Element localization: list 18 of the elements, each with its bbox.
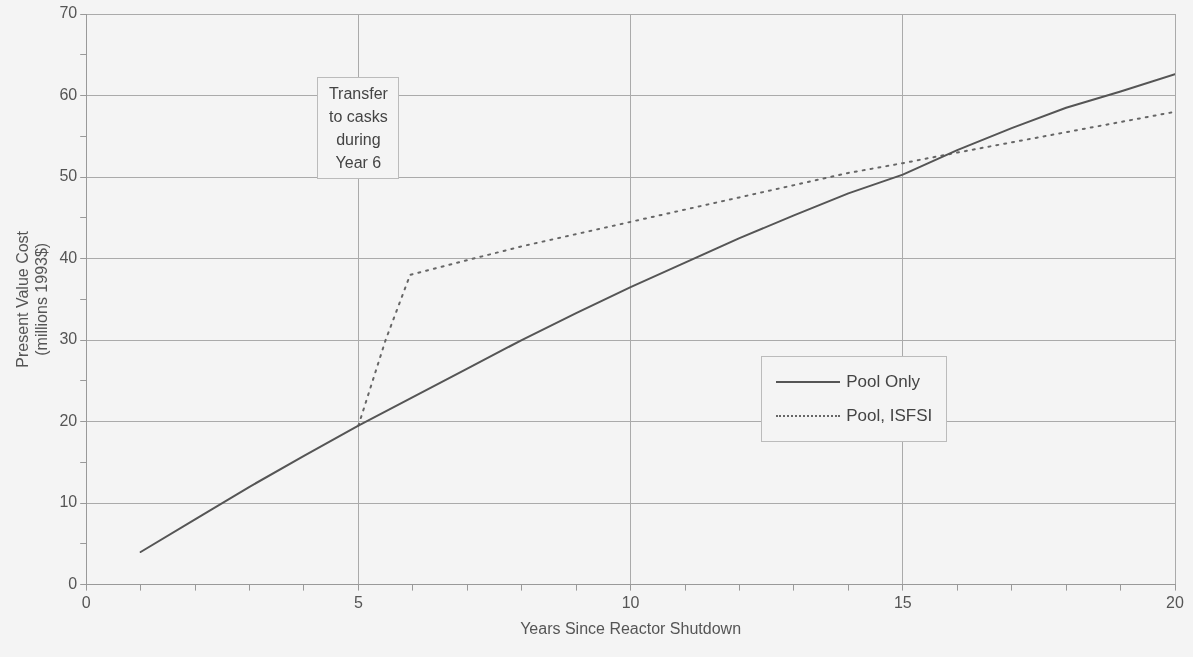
y-tick-label: 20: [59, 411, 78, 429]
legend-label: Pool, ISFSI: [846, 406, 933, 427]
y-tick-label: 10: [59, 493, 78, 511]
x-tick-label: 5: [353, 593, 363, 611]
x-tick-label: 15: [893, 593, 912, 611]
y-tick-label: 40: [59, 248, 78, 266]
x-tick-label: 20: [1166, 593, 1184, 611]
y-tick-label: 70: [59, 4, 78, 22]
annotation: Transfer to casks during Year 6: [317, 76, 400, 179]
y-tick-label: 50: [59, 167, 78, 185]
legend-label: Pool Only: [846, 372, 920, 393]
x-tick-label: 0: [81, 593, 91, 611]
x-tick-label: 10: [621, 593, 640, 611]
y-tick-label: 0: [68, 575, 78, 593]
y-tick-label: 30: [59, 330, 78, 348]
y-tick-label: 60: [59, 85, 78, 103]
x-axis-title: Years Since Reactor Shutdown: [520, 619, 742, 637]
y-axis-title: Present Value Cost (millions 1993$): [14, 230, 51, 368]
